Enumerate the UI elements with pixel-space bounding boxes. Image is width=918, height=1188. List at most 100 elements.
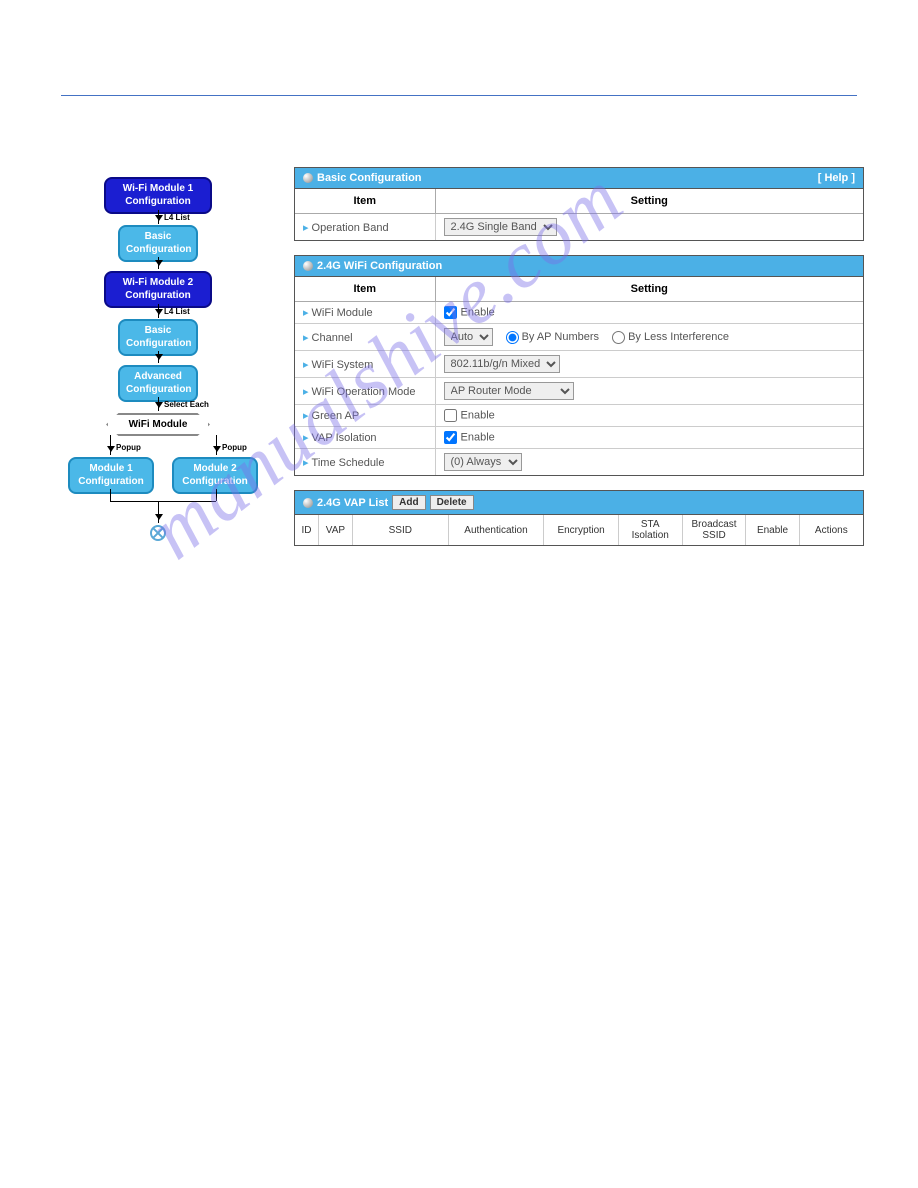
bullet-icon bbox=[303, 173, 313, 183]
row-wifi-module: ▸WiFi Module Enable bbox=[295, 302, 863, 324]
panel-basic-title: Basic Configuration bbox=[317, 172, 422, 184]
fc-mod1cfg: Module 1Configuration bbox=[68, 457, 154, 494]
time-schedule-select[interactable]: (0) Always bbox=[444, 453, 522, 471]
basic-config-table: Item Setting ▸Operation Band 2.4G Single… bbox=[295, 189, 863, 240]
green-ap-enable: Enable bbox=[461, 409, 495, 421]
caret-icon: ▸ bbox=[303, 432, 309, 444]
flowchart: Wi-Fi Module 1Configuration L4 List Basi… bbox=[64, 167, 276, 567]
green-ap-checkbox[interactable] bbox=[444, 409, 457, 422]
fc-end-icon bbox=[150, 525, 166, 541]
fc-arrow-7 bbox=[158, 501, 159, 523]
row-wifi-system: ▸WiFi System 802.11b/g/n Mixed bbox=[295, 351, 863, 378]
col-ssid: SSID bbox=[352, 515, 448, 545]
panel-basic-config: Basic Configuration [ Help ] Item Settin… bbox=[294, 167, 864, 241]
fc-basic1-label: BasicConfiguration bbox=[126, 231, 192, 255]
row-time-schedule: ▸Time Schedule (0) Always bbox=[295, 449, 863, 476]
fc-arrow-6l bbox=[110, 435, 111, 455]
fc-decision: WiFi Module bbox=[106, 413, 210, 436]
panel-vap-header: 2.4G VAP List Add Delete bbox=[295, 491, 863, 515]
row-green-ap: ▸Green AP Enable bbox=[295, 405, 863, 427]
fc-decision-label: WiFi Module bbox=[129, 419, 188, 430]
wifi-module-label: WiFi Module bbox=[312, 307, 373, 319]
fc-wifi-module1-label: Wi-Fi Module 1Configuration bbox=[123, 183, 193, 207]
caret-icon: ▸ bbox=[303, 457, 309, 469]
fc-wifi-module1: Wi-Fi Module 1Configuration bbox=[104, 177, 212, 214]
by-ap-numbers-label: By AP Numbers bbox=[522, 331, 599, 343]
delete-button[interactable]: Delete bbox=[430, 495, 474, 510]
fc-l4list1: L4 List bbox=[164, 213, 190, 222]
by-less-interference-radio[interactable] bbox=[612, 331, 625, 344]
by-ap-numbers-radio[interactable] bbox=[506, 331, 519, 344]
row-channel: ▸Channel Auto By AP Numbers By Less Inte… bbox=[295, 324, 863, 351]
page-divider bbox=[61, 95, 857, 96]
bullet-icon bbox=[303, 261, 313, 271]
fc-join bbox=[110, 501, 216, 502]
wifi-module-checkbox[interactable] bbox=[444, 306, 457, 319]
caret-icon: ▸ bbox=[303, 410, 309, 422]
time-schedule-label: Time Schedule bbox=[312, 457, 385, 469]
row-wifi-op-mode: ▸WiFi Operation Mode AP Router Mode bbox=[295, 378, 863, 405]
fc-basic2-label: BasicConfiguration bbox=[126, 325, 192, 349]
caret-icon: ▸ bbox=[303, 307, 309, 319]
vap-isolation-enable: Enable bbox=[461, 431, 495, 443]
fc-mod1cfg-label: Module 1Configuration bbox=[78, 463, 144, 487]
fc-wifi-module2: Wi-Fi Module 2Configuration bbox=[104, 271, 212, 308]
wifi-op-mode-label: WiFi Operation Mode bbox=[312, 386, 416, 398]
col-enc: Encryption bbox=[544, 515, 618, 545]
col-id: ID bbox=[295, 515, 318, 545]
col-bcast: Broadcast SSID bbox=[682, 515, 746, 545]
channel-select[interactable]: Auto bbox=[444, 328, 493, 346]
panel-vap-list: 2.4G VAP List Add Delete ID VAP SSID Aut… bbox=[294, 490, 864, 546]
fc-arrow-2 bbox=[158, 257, 159, 269]
panel-vap-title: 2.4G VAP List bbox=[317, 497, 388, 509]
wifi-module-enable: Enable bbox=[461, 306, 495, 318]
bullet-icon bbox=[303, 498, 313, 508]
vap-isolation-checkbox[interactable] bbox=[444, 431, 457, 444]
add-button[interactable]: Add bbox=[392, 495, 425, 510]
fc-arrow-5 bbox=[158, 397, 159, 411]
caret-icon: ▸ bbox=[303, 386, 309, 398]
panel-wifi-title: 2.4G WiFi Configuration bbox=[317, 260, 442, 272]
config-panels: Basic Configuration [ Help ] Item Settin… bbox=[294, 167, 864, 567]
wifi-system-label: WiFi System bbox=[312, 359, 374, 371]
channel-label: Channel bbox=[312, 332, 353, 344]
col-item: Item bbox=[295, 189, 435, 214]
caret-icon: ▸ bbox=[303, 359, 309, 371]
vap-list-table: ID VAP SSID Authentication Encryption ST… bbox=[295, 515, 863, 545]
fc-select-each: Select Each bbox=[164, 400, 209, 409]
col-vap: VAP bbox=[318, 515, 352, 545]
col-enable: Enable bbox=[746, 515, 799, 545]
fc-advanced-label: AdvancedConfiguration bbox=[126, 371, 192, 395]
help-link[interactable]: [ Help ] bbox=[818, 172, 855, 184]
wifi-system-select[interactable]: 802.11b/g/n Mixed bbox=[444, 355, 560, 373]
row-vap-isolation: ▸VAP Isolation Enable bbox=[295, 427, 863, 449]
fc-arrow-4 bbox=[158, 351, 159, 363]
col-setting2: Setting bbox=[435, 277, 863, 302]
fc-popup2: Popup bbox=[222, 443, 247, 452]
panel-wifi-header: 2.4G WiFi Configuration bbox=[295, 256, 863, 277]
wifi-config-table: Item Setting ▸WiFi Module Enable ▸Channe… bbox=[295, 277, 863, 475]
panel-wifi-config: 2.4G WiFi Configuration Item Setting ▸Wi… bbox=[294, 255, 864, 476]
green-ap-label: Green AP bbox=[312, 410, 360, 422]
by-less-interference-label: By Less Interference bbox=[628, 331, 729, 343]
fc-arrow-6r bbox=[216, 435, 217, 455]
fc-mod2cfg: Module 2Configuration bbox=[172, 457, 258, 494]
row-operation-band: ▸Operation Band 2.4G Single Band bbox=[295, 214, 863, 241]
caret-icon: ▸ bbox=[303, 222, 309, 234]
fc-mod2cfg-label: Module 2Configuration bbox=[182, 463, 248, 487]
operation-band-select[interactable]: 2.4G Single Band bbox=[444, 218, 557, 236]
col-actions: Actions bbox=[799, 515, 863, 545]
fc-popup1: Popup bbox=[116, 443, 141, 452]
fc-l4list2: L4 List bbox=[164, 307, 190, 316]
operation-band-label: Operation Band bbox=[312, 222, 389, 234]
fc-arrow-1 bbox=[158, 210, 159, 224]
col-item2: Item bbox=[295, 277, 435, 302]
col-sta: STA Isolation bbox=[618, 515, 682, 545]
content-wrap: Wi-Fi Module 1Configuration L4 List Basi… bbox=[64, 167, 864, 567]
col-setting: Setting bbox=[435, 189, 863, 214]
caret-icon: ▸ bbox=[303, 332, 309, 344]
vap-isolation-label: VAP Isolation bbox=[312, 432, 377, 444]
fc-wifi-module2-label: Wi-Fi Module 2Configuration bbox=[123, 277, 193, 301]
wifi-op-mode-select[interactable]: AP Router Mode bbox=[444, 382, 574, 400]
panel-basic-header: Basic Configuration [ Help ] bbox=[295, 168, 863, 189]
